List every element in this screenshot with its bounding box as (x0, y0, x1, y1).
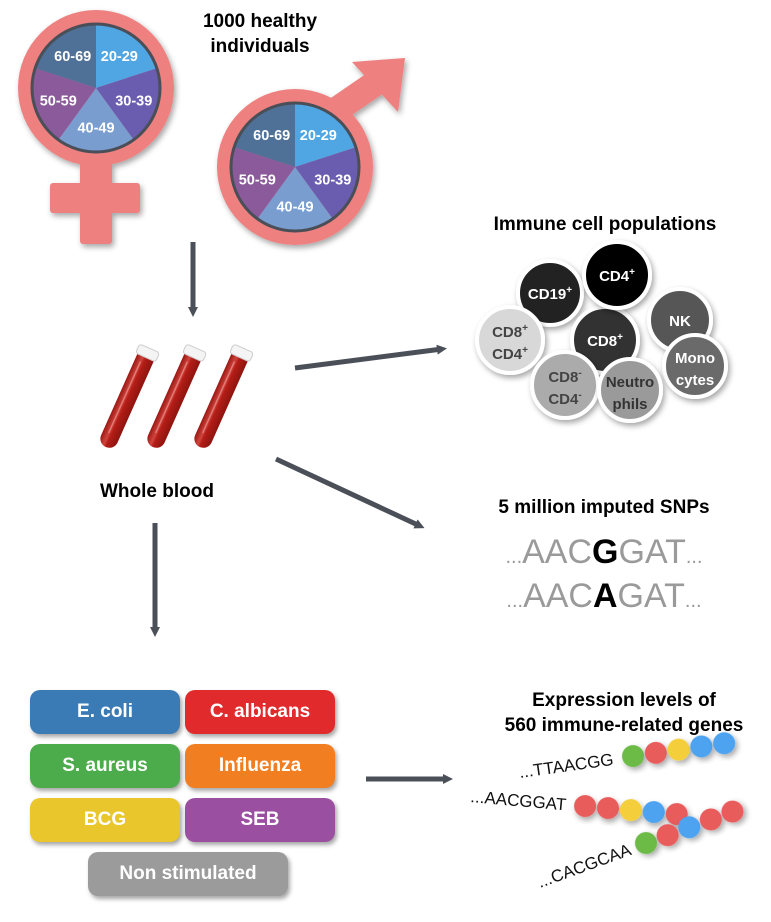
expression-bead (721, 800, 744, 823)
cell-label: CD8- (548, 368, 581, 386)
stimulus-influenza: Influenza (185, 744, 335, 788)
cell-label: CD4- (548, 390, 581, 408)
cohort-title-line2: individuals (210, 36, 309, 57)
expression-title-line2: 560 immune-related genes (505, 715, 744, 736)
immune-cell: CD19+ (516, 259, 584, 327)
test-tube (194, 344, 254, 448)
cell-label: cytes (676, 372, 714, 389)
pie-label: 20-29 (300, 128, 337, 144)
stimulus-c-albicans: C. albicans (185, 690, 335, 734)
pie-slice-40-49 (257, 167, 333, 232)
pie-slice-30-39 (96, 68, 161, 140)
immune-cell: CD4+ (582, 240, 652, 310)
cohort-title-line1: 1000 healthy (203, 11, 317, 32)
expression-bead (690, 735, 713, 758)
immune-cell: CD8+ CD4+ (475, 305, 545, 375)
snps-title: 5 million imputed SNPs (498, 497, 709, 518)
stimulus-e-coli: E. coli (30, 690, 180, 734)
expression-bead (699, 808, 722, 831)
expression-bead (644, 741, 667, 764)
snp-row-2: ...AACAGAT... (506, 577, 701, 615)
pie-slice-40-49 (58, 88, 134, 152)
immune-cell-cluster: CD19+ NK CD8+ CD4+ CD8+ CD4+ Mono cytes CD8- CD4-… (475, 240, 728, 423)
snp-sequences: ...AACGGAT... ...AACAGAT... (505, 533, 702, 615)
pie-outline (30, 22, 162, 154)
expression-rows: ...TTAACGG ...AACGGAT ...CACGCAA (464, 732, 758, 894)
expression-row: ...TTAACGG (515, 732, 749, 783)
cell-label: CD8+ (492, 323, 528, 341)
stimulus-non-stimulated: Non stimulated (88, 852, 288, 896)
cell-label: CD19+ (528, 285, 572, 303)
stimulus-s-aureus: S. aureus (30, 744, 180, 788)
sequence-text: ...AACGGAT (470, 787, 567, 814)
blood-label: Whole blood (100, 481, 214, 502)
cell-label: CD4+ (492, 345, 528, 363)
pie-slice-50-59 (231, 147, 295, 219)
expression-bead (596, 797, 619, 820)
pie-slice-20-29 (96, 24, 157, 88)
pie-label: 30-39 (314, 172, 351, 188)
snp-row-1: ...AACGGAT... (505, 533, 702, 571)
pie-slice-30-39 (295, 147, 359, 219)
cell-label: Neutro (606, 374, 654, 391)
stimulus-bcg: BCG (30, 798, 180, 842)
expression-bead (619, 799, 642, 822)
pie-slice-60-69 (234, 103, 295, 167)
pie-slice-20-29 (295, 103, 356, 167)
immune-cell: Neutro phils (597, 357, 663, 423)
expression-bead (622, 745, 645, 768)
pie-label: 50-59 (239, 172, 276, 188)
stimulus-seb: SEB (185, 798, 335, 842)
immune-cell: Mono cytes (662, 333, 728, 399)
pie-label: 20-29 (101, 49, 138, 65)
immune-title: Immune cell populations (494, 214, 717, 235)
test-tube (100, 344, 160, 448)
pie-label: 30-39 (115, 93, 152, 109)
pie-label: 40-49 (77, 121, 114, 137)
pie-slice-50-59 (32, 68, 96, 140)
expression-bead (574, 795, 597, 818)
pie-label: 50-59 (40, 93, 77, 109)
expression-bead (656, 824, 679, 847)
expression-row: ...AACGGAT (464, 787, 699, 827)
expression-bead (667, 738, 690, 761)
sequence-text: ...CACGCAA (535, 840, 634, 892)
cell-label: Mono (675, 350, 715, 367)
cell-label: CD4+ (599, 267, 635, 285)
arrow-blood-to-cells (294, 344, 447, 371)
cell-label: phils (612, 396, 647, 413)
pie-outline (229, 101, 361, 233)
sequence-text: ...TTAACGG (518, 750, 615, 782)
pie-label: 40-49 (276, 200, 313, 216)
cell-label: NK (669, 313, 691, 330)
expression-bead (713, 732, 736, 755)
blood-tubes-icon (100, 344, 254, 448)
expression-bead (635, 832, 658, 855)
pie-label: 60-69 (253, 128, 290, 144)
arrows (150, 242, 453, 784)
expression-bead (642, 801, 665, 824)
expression-bead (678, 816, 701, 839)
pie-label: 60-69 (54, 49, 91, 65)
expression-title-line1: Expression levels of (532, 690, 716, 711)
arrow-blood-to-snps (274, 456, 425, 529)
test-tube (147, 344, 207, 448)
cell-label: CD8+ (587, 332, 623, 350)
immune-cell: CD8- CD4- (530, 350, 600, 420)
pie-slice-60-69 (35, 24, 96, 88)
